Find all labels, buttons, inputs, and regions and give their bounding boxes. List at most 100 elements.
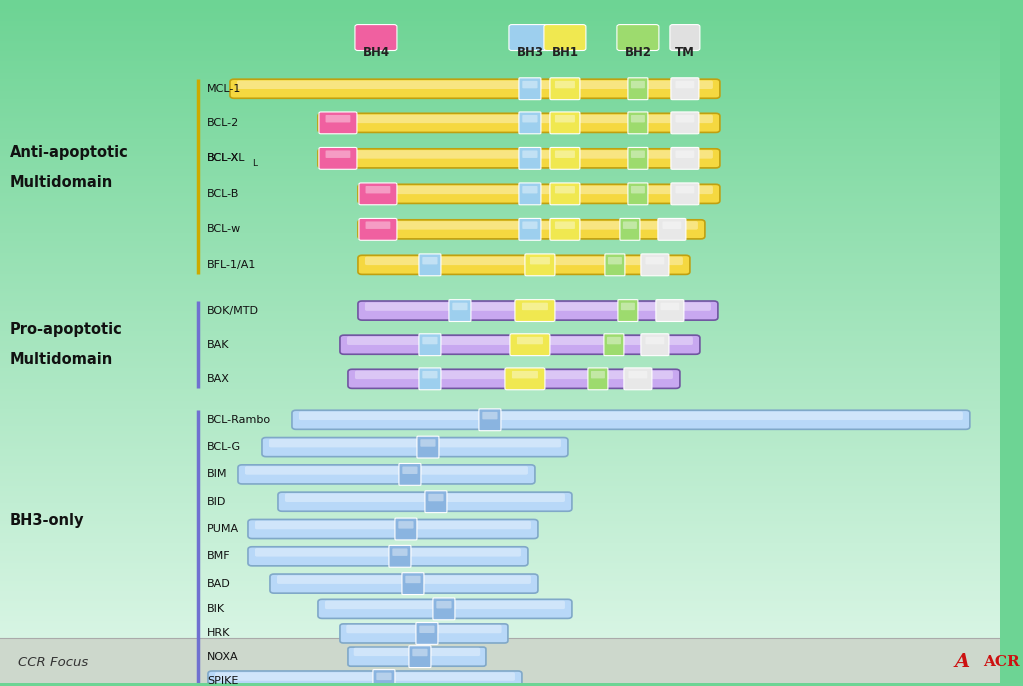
FancyBboxPatch shape <box>554 115 575 123</box>
FancyBboxPatch shape <box>523 186 537 193</box>
FancyBboxPatch shape <box>675 150 695 158</box>
FancyBboxPatch shape <box>670 25 700 51</box>
FancyBboxPatch shape <box>605 254 625 276</box>
Text: BFL-1/A1: BFL-1/A1 <box>207 260 257 270</box>
FancyBboxPatch shape <box>656 300 684 322</box>
FancyBboxPatch shape <box>365 257 683 265</box>
FancyBboxPatch shape <box>399 464 420 485</box>
FancyBboxPatch shape <box>509 334 550 355</box>
Text: NOXA: NOXA <box>207 652 238 661</box>
FancyBboxPatch shape <box>422 337 438 344</box>
FancyBboxPatch shape <box>358 220 705 239</box>
FancyBboxPatch shape <box>319 112 357 134</box>
FancyBboxPatch shape <box>340 335 700 354</box>
FancyBboxPatch shape <box>325 115 713 123</box>
FancyBboxPatch shape <box>365 221 698 230</box>
FancyBboxPatch shape <box>519 112 541 134</box>
Text: BID: BID <box>207 497 226 507</box>
Text: BIM: BIM <box>207 469 227 480</box>
FancyBboxPatch shape <box>395 518 417 540</box>
FancyBboxPatch shape <box>449 300 471 322</box>
FancyBboxPatch shape <box>624 368 652 390</box>
FancyBboxPatch shape <box>354 648 480 656</box>
FancyBboxPatch shape <box>618 300 638 322</box>
FancyBboxPatch shape <box>671 112 699 134</box>
FancyBboxPatch shape <box>347 337 693 345</box>
FancyBboxPatch shape <box>348 369 680 388</box>
Text: BH3-only: BH3-only <box>10 513 85 528</box>
FancyBboxPatch shape <box>522 303 548 310</box>
FancyBboxPatch shape <box>544 25 586 51</box>
FancyBboxPatch shape <box>519 78 541 99</box>
FancyBboxPatch shape <box>402 573 424 595</box>
FancyBboxPatch shape <box>429 494 444 501</box>
Text: BCL-Rambo: BCL-Rambo <box>207 415 271 425</box>
Text: BCL-G: BCL-G <box>207 442 241 452</box>
FancyBboxPatch shape <box>519 218 541 240</box>
FancyBboxPatch shape <box>663 222 681 229</box>
Text: L: L <box>252 158 257 167</box>
FancyBboxPatch shape <box>237 80 713 89</box>
FancyBboxPatch shape <box>262 438 568 457</box>
FancyBboxPatch shape <box>419 254 441 276</box>
FancyBboxPatch shape <box>318 113 720 132</box>
Text: Anti-apoptotic: Anti-apoptotic <box>10 145 129 160</box>
FancyBboxPatch shape <box>325 601 565 609</box>
FancyBboxPatch shape <box>607 337 621 344</box>
FancyBboxPatch shape <box>554 81 575 88</box>
FancyBboxPatch shape <box>631 115 644 123</box>
FancyBboxPatch shape <box>340 624 508 643</box>
FancyBboxPatch shape <box>230 79 720 98</box>
FancyBboxPatch shape <box>325 150 350 158</box>
FancyBboxPatch shape <box>376 673 392 680</box>
FancyBboxPatch shape <box>244 466 528 475</box>
FancyBboxPatch shape <box>365 222 391 229</box>
Text: SPIKE: SPIKE <box>207 676 238 685</box>
FancyBboxPatch shape <box>318 149 720 168</box>
FancyBboxPatch shape <box>325 150 713 158</box>
FancyBboxPatch shape <box>604 334 624 355</box>
Text: BH3: BH3 <box>517 47 543 60</box>
FancyBboxPatch shape <box>452 303 468 310</box>
FancyBboxPatch shape <box>417 436 439 458</box>
FancyBboxPatch shape <box>405 576 420 583</box>
FancyBboxPatch shape <box>588 368 608 390</box>
FancyBboxPatch shape <box>505 368 545 390</box>
Text: BCL-X: BCL-X <box>207 154 239 163</box>
FancyBboxPatch shape <box>631 81 644 88</box>
FancyBboxPatch shape <box>675 115 695 123</box>
FancyBboxPatch shape <box>248 519 538 539</box>
FancyBboxPatch shape <box>299 412 963 420</box>
FancyBboxPatch shape <box>554 186 575 193</box>
Text: BMF: BMF <box>207 552 230 561</box>
FancyBboxPatch shape <box>238 465 535 484</box>
FancyBboxPatch shape <box>479 409 501 431</box>
FancyBboxPatch shape <box>365 186 391 193</box>
Text: BCL-B: BCL-B <box>207 189 239 199</box>
FancyBboxPatch shape <box>554 222 575 229</box>
FancyBboxPatch shape <box>623 222 637 229</box>
Text: BIK: BIK <box>207 604 225 614</box>
Text: BCL-XL: BCL-XL <box>207 154 246 163</box>
FancyBboxPatch shape <box>365 303 711 311</box>
FancyBboxPatch shape <box>640 254 669 276</box>
Text: BH2: BH2 <box>624 47 652 60</box>
FancyBboxPatch shape <box>402 466 417 474</box>
FancyBboxPatch shape <box>425 490 447 512</box>
FancyBboxPatch shape <box>675 81 695 88</box>
Text: Multidomain: Multidomain <box>10 175 114 190</box>
FancyBboxPatch shape <box>409 646 431 667</box>
FancyBboxPatch shape <box>640 334 669 355</box>
FancyBboxPatch shape <box>628 183 648 205</box>
FancyBboxPatch shape <box>355 370 673 379</box>
Text: BAX: BAX <box>207 374 230 384</box>
FancyBboxPatch shape <box>591 371 605 379</box>
FancyBboxPatch shape <box>671 183 699 205</box>
Text: BCL-w: BCL-w <box>207 224 241 235</box>
FancyBboxPatch shape <box>621 303 635 310</box>
FancyBboxPatch shape <box>550 183 580 205</box>
FancyBboxPatch shape <box>433 598 455 619</box>
FancyBboxPatch shape <box>248 547 528 566</box>
FancyBboxPatch shape <box>358 255 690 274</box>
Text: ACR: ACR <box>983 655 1020 669</box>
